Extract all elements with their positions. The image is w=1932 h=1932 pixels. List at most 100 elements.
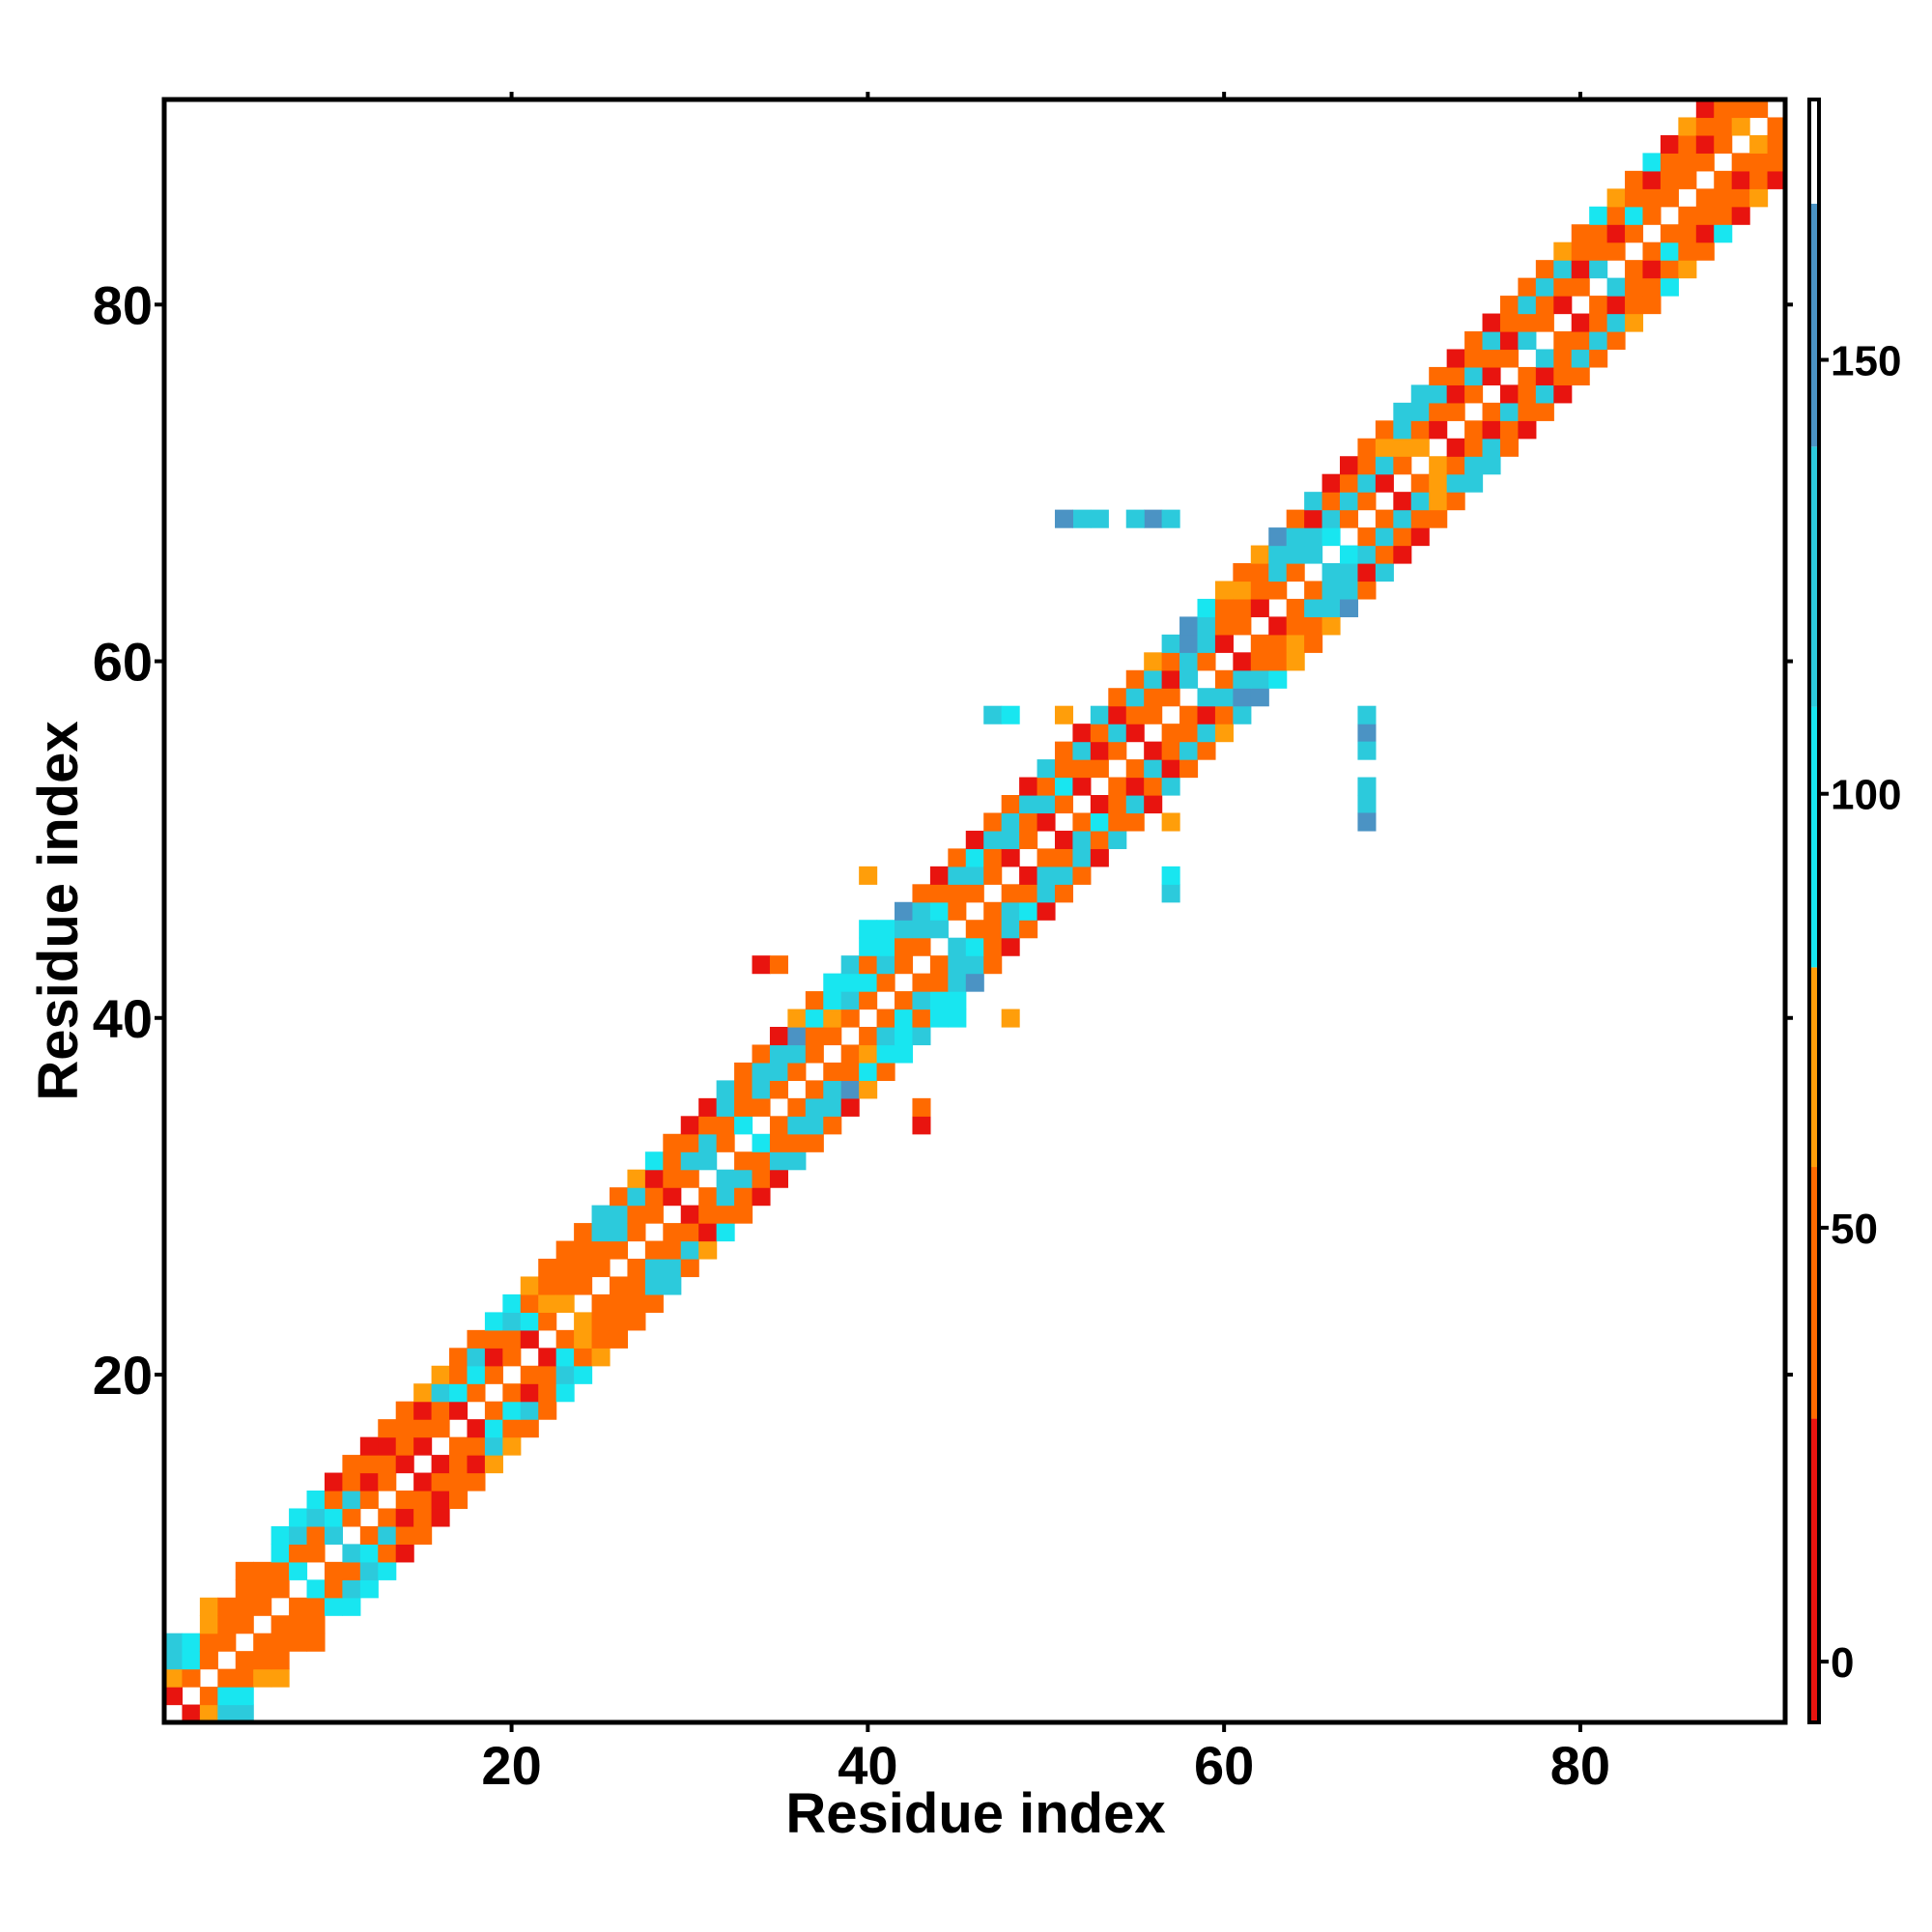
heatmap-cell (1535, 313, 1554, 332)
heatmap-cell (859, 1062, 878, 1081)
heatmap-cell (1660, 224, 1679, 243)
heatmap-cell (484, 1419, 503, 1438)
heatmap-cell (1695, 224, 1715, 243)
heatmap-cell (1695, 188, 1715, 208)
heatmap-cell (1357, 581, 1377, 600)
heatmap-cell (289, 1561, 308, 1580)
heatmap-cell (1589, 331, 1608, 351)
colorbar-band (1809, 967, 1819, 1168)
heatmap-cell (467, 1455, 486, 1474)
heatmap-cell (1090, 848, 1109, 867)
heatmap-cell (359, 1579, 379, 1599)
heatmap-cell (449, 1491, 469, 1510)
heatmap-cell (1678, 206, 1697, 225)
heatmap-cell (840, 1097, 860, 1117)
heatmap-cell (164, 1687, 184, 1706)
heatmap-cell (1464, 384, 1484, 404)
heatmap-cell (1571, 224, 1590, 243)
heatmap-cell (359, 1472, 379, 1492)
heatmap-cell (1660, 134, 1679, 154)
heatmap-cell (627, 1276, 646, 1295)
heatmap-cell (983, 955, 1003, 975)
heatmap-cell (270, 1525, 290, 1545)
heatmap-cell (1535, 402, 1554, 421)
heatmap-cell (289, 1615, 308, 1634)
heatmap-cell (1072, 724, 1092, 743)
heatmap-cell (306, 1633, 326, 1652)
heatmap-cell (965, 830, 984, 849)
heatmap-cell (1749, 99, 1769, 119)
heatmap-cell (1357, 473, 1377, 493)
heatmap-cell (929, 973, 949, 992)
heatmap-cell (823, 991, 842, 1010)
heatmap-cell (1233, 616, 1252, 636)
heatmap-cell (1001, 705, 1020, 724)
heatmap-cell (574, 1329, 593, 1349)
heatmap-cell (520, 1293, 539, 1313)
heatmap-cell (574, 1276, 593, 1295)
heatmap-cell (591, 1205, 611, 1224)
heatmap-cell (823, 973, 842, 992)
heatmap-cell (1340, 545, 1359, 564)
heatmap-cell (1357, 545, 1377, 564)
heatmap-cell (1464, 349, 1484, 368)
heatmap-cell (449, 1348, 469, 1367)
heatmap-cell (876, 973, 895, 992)
heatmap-cell (948, 901, 967, 921)
heatmap-cell (359, 1491, 379, 1510)
heatmap-cell (1108, 777, 1127, 796)
heatmap-cell (840, 991, 860, 1010)
colorbar-band (1809, 1418, 1819, 1722)
heatmap-cell (1393, 420, 1412, 440)
heatmap-cell (1660, 242, 1679, 261)
heatmap-cell (1197, 688, 1216, 707)
heatmap-cell (538, 1401, 557, 1420)
heatmap-cell (1446, 438, 1465, 457)
heatmap-cell (1125, 705, 1145, 724)
heatmap-cell (1161, 866, 1180, 885)
heatmap-cell (1250, 688, 1269, 707)
heatmap-cell (663, 1259, 682, 1278)
heatmap-cell (1321, 581, 1341, 600)
heatmap-cell (1161, 884, 1180, 903)
heatmap-cell (378, 1561, 397, 1580)
heatmap-cell (859, 1044, 878, 1064)
heatmap-cell (769, 1080, 788, 1099)
heatmap-cell (663, 1223, 682, 1242)
heatmap-cell (1571, 349, 1590, 368)
heatmap-cell (1037, 848, 1056, 867)
heatmap-cell (983, 705, 1003, 724)
heatmap-cell (1482, 349, 1501, 368)
heatmap-cell (1321, 509, 1341, 528)
heatmap-cell (1090, 724, 1109, 743)
heatmap-cell (270, 1651, 290, 1670)
heatmap-cell (1625, 260, 1644, 279)
heatmap-cell (1410, 473, 1430, 493)
heatmap-cell (823, 1009, 842, 1028)
heatmap-cell (1357, 741, 1377, 760)
heatmap-cell (324, 1472, 343, 1492)
heatmap-cell (270, 1633, 290, 1652)
heatmap-cell (555, 1348, 575, 1367)
heatmap-cell (1714, 224, 1733, 243)
heatmap-cell (1179, 759, 1199, 779)
heatmap-cell (324, 1579, 343, 1599)
heatmap-cell (876, 1027, 895, 1046)
heatmap-cell (1518, 402, 1537, 421)
heatmap-cell (1375, 473, 1394, 493)
heatmap-cell (663, 1169, 682, 1188)
heatmap-cell (1410, 492, 1430, 511)
heatmap-cell (698, 1187, 718, 1207)
heatmap-cell (1571, 331, 1590, 351)
heatmap-cell (289, 1633, 308, 1652)
heatmap-cell (627, 1169, 646, 1188)
heatmap-cell (1144, 652, 1163, 671)
heatmap-cell (680, 1259, 699, 1278)
heatmap-cell (609, 1312, 629, 1331)
heatmap-cell (555, 1365, 575, 1384)
heatmap-cell (1642, 206, 1662, 225)
heatmap-cell (912, 937, 931, 956)
heatmap-cell (680, 1116, 699, 1135)
heatmap-cell (289, 1544, 308, 1563)
heatmap-cell (912, 1027, 931, 1046)
